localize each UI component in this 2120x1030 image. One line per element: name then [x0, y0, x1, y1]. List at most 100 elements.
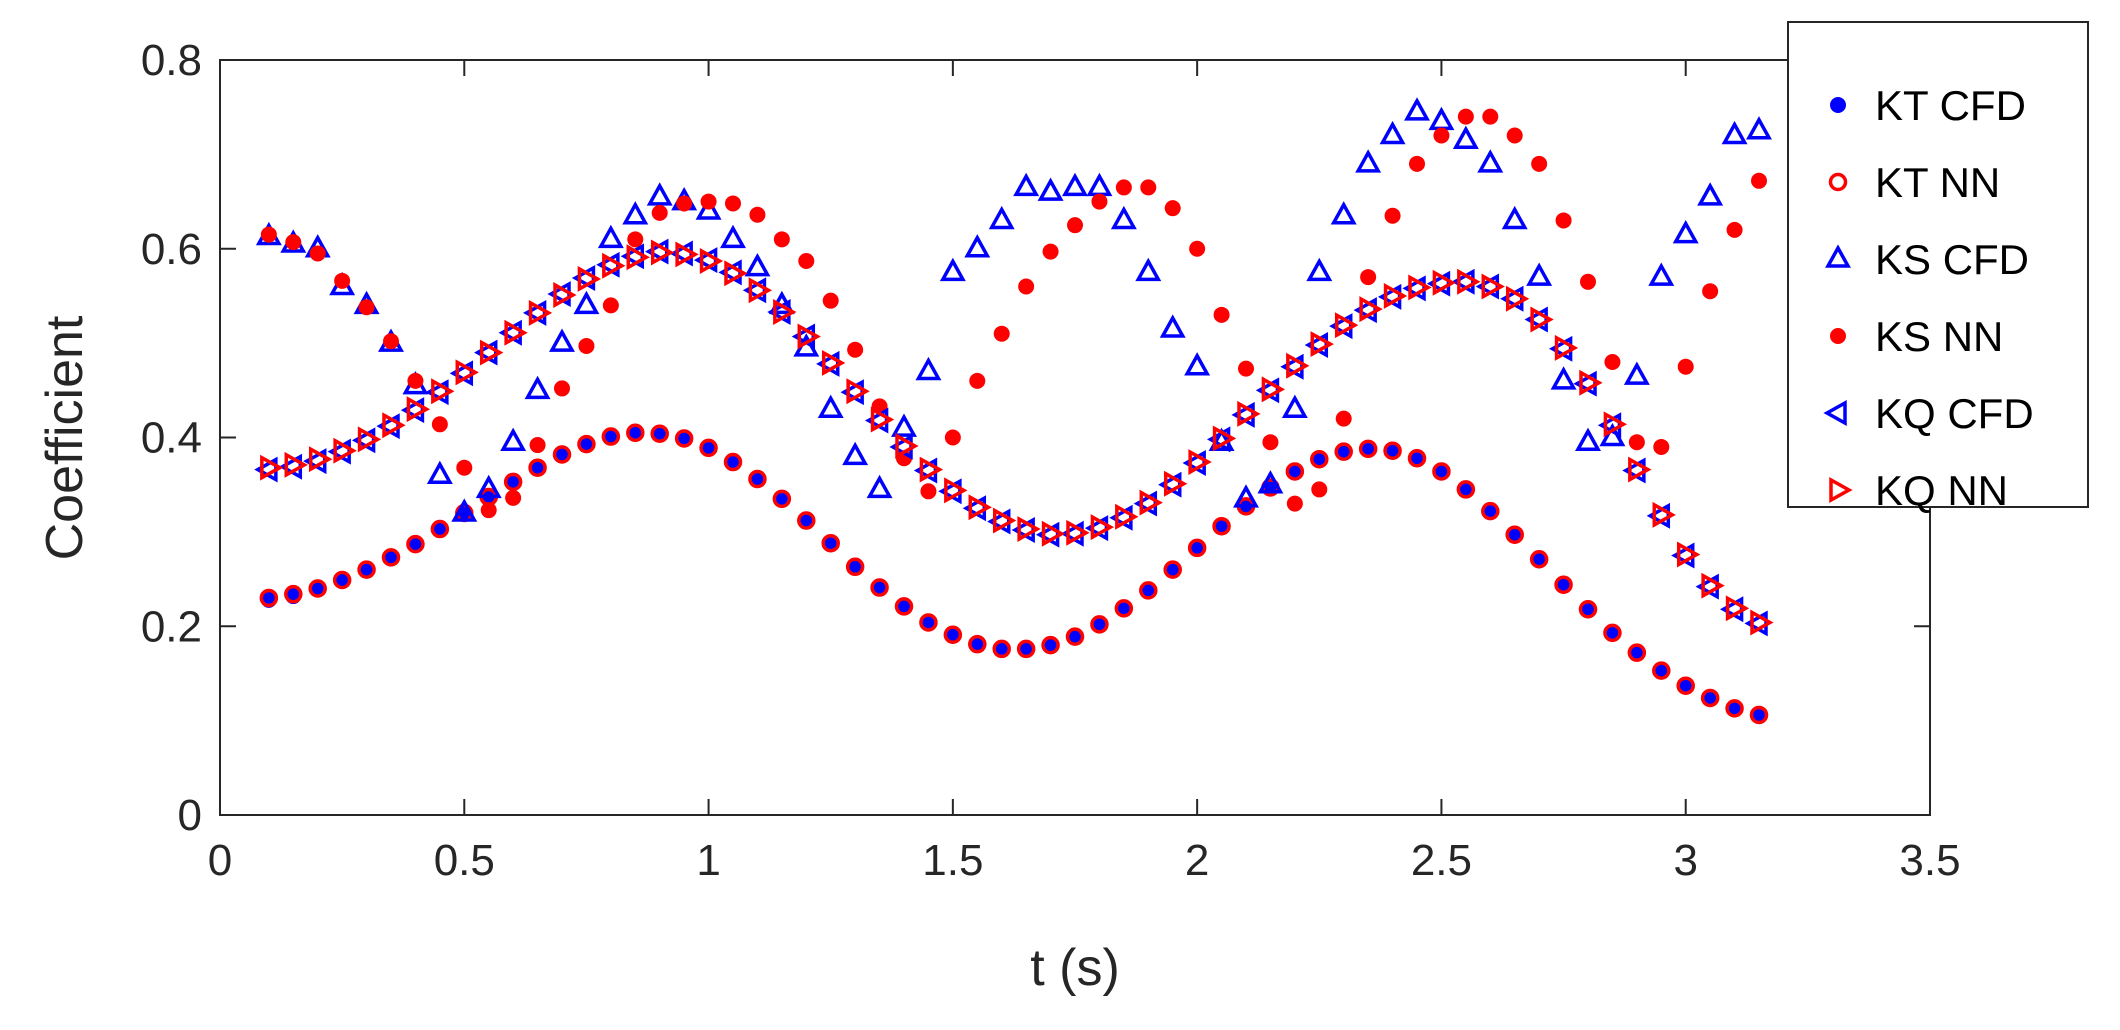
data-point [627, 231, 644, 248]
data-point [1187, 538, 1207, 558]
data-point [1090, 514, 1115, 541]
data-point [944, 429, 961, 446]
data-point [1500, 285, 1524, 312]
data-point [797, 323, 821, 350]
data-point [503, 472, 523, 492]
y-tick-label: 0.4 [141, 414, 202, 463]
data-point [406, 534, 425, 554]
legend: KT CFD KT NN KS CFD KS NN KQ CFD KQ NN [1787, 21, 2089, 514]
data-point [383, 333, 399, 350]
data-point [1575, 427, 1601, 451]
data-point [1184, 352, 1211, 376]
legend-marker [1828, 172, 1848, 192]
data-point [1648, 262, 1675, 286]
data-point [431, 378, 455, 405]
x-tick-label: 3.5 [1899, 836, 1960, 885]
data-point [1335, 443, 1352, 460]
data-point [798, 253, 815, 270]
data-point [1379, 120, 1406, 145]
data-point [1702, 283, 1719, 300]
data-point [549, 328, 575, 352]
data-point [529, 437, 546, 454]
legend-label: KS NN [1875, 313, 2003, 360]
data-point [285, 234, 302, 251]
x-axis-label: t (s) [1030, 939, 1120, 997]
data-point [870, 406, 895, 433]
data-point [1604, 624, 1621, 641]
data-point [700, 439, 717, 456]
data-point [357, 426, 382, 453]
data-point [308, 579, 327, 598]
legend-marker [1825, 244, 1851, 268]
data-point [1550, 366, 1577, 390]
data-point [943, 625, 963, 644]
data-point [1653, 662, 1670, 679]
data-point [919, 456, 944, 483]
data-point [676, 195, 693, 212]
data-point [431, 416, 448, 433]
y-axis-label: Coefficient [36, 315, 94, 560]
data-point [748, 469, 767, 489]
data-point [602, 297, 619, 314]
data-point [1432, 269, 1457, 296]
data-point [474, 339, 498, 366]
data-point [1139, 581, 1158, 600]
data-point [1702, 689, 1719, 706]
data-point [602, 252, 626, 279]
data-point [748, 277, 773, 304]
data-point [1457, 481, 1474, 498]
legend-label: KQ NN [1875, 467, 2008, 514]
data-point [749, 471, 766, 488]
data-point [1238, 360, 1254, 377]
data-point [650, 239, 675, 266]
data-point [1334, 312, 1359, 339]
data-point [1475, 273, 1500, 300]
x-tick-label: 1.5 [922, 836, 983, 885]
data-point [622, 201, 649, 225]
data-point [260, 226, 277, 243]
data-point [1481, 501, 1500, 521]
data-point [969, 372, 986, 389]
data-point [1233, 484, 1259, 508]
data-point [1017, 516, 1041, 543]
data-point [1114, 599, 1134, 618]
data-point [822, 292, 839, 309]
axis-tick-labels: 0 0.5 1 1.5 2 2.5 3 3.5 0 0.2 0.4 0.6 0.8 [141, 36, 1961, 885]
data-point [1358, 439, 1378, 459]
legend-item: KS NN [1830, 313, 2003, 360]
data-point [332, 570, 352, 590]
data-point [1163, 560, 1182, 579]
data-point [505, 489, 522, 506]
data-point [1037, 177, 1064, 201]
series-kq-nn [260, 239, 1774, 636]
data-point [1383, 441, 1402, 460]
data-point [529, 459, 546, 476]
data-point [968, 634, 987, 654]
data-point [845, 557, 865, 577]
data-point [1310, 331, 1334, 358]
data-point [1404, 97, 1430, 121]
data-point [1062, 172, 1088, 197]
data-point [1065, 627, 1085, 646]
data-point [1524, 306, 1548, 333]
data-point [1310, 449, 1329, 469]
data-point [1355, 149, 1382, 173]
data-point [1360, 440, 1377, 457]
data-point [725, 454, 741, 471]
data-point [480, 502, 497, 519]
data-point [847, 341, 864, 358]
x-tick-label: 1 [696, 836, 720, 885]
data-point [1451, 268, 1475, 295]
data-point [1721, 120, 1748, 145]
data-point [1041, 520, 1066, 547]
data-point [1700, 688, 1720, 708]
data-point [626, 244, 650, 271]
data-point [988, 205, 1015, 230]
data-point [1482, 503, 1499, 520]
data-point [821, 349, 846, 376]
series-kt-nn [259, 423, 1769, 725]
data-point [1433, 127, 1450, 144]
data-point [455, 359, 479, 386]
data-point [1457, 268, 1481, 295]
data-point [1090, 615, 1109, 634]
